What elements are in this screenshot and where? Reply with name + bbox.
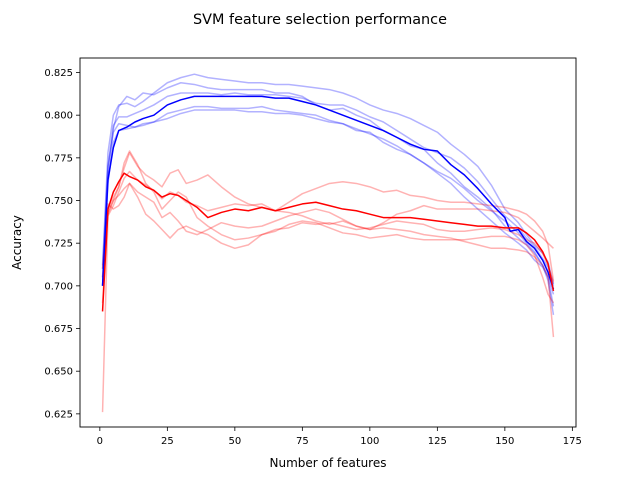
x-tick-label: 150 bbox=[495, 436, 514, 447]
y-tick-label: 0.700 bbox=[44, 281, 73, 292]
y-tick-label: 0.825 bbox=[44, 68, 73, 79]
series-line-1 bbox=[101, 105, 555, 315]
series-line-11 bbox=[101, 172, 555, 312]
series-line-6 bbox=[101, 151, 555, 286]
series-line-2 bbox=[101, 73, 555, 285]
x-tick-label: 175 bbox=[563, 436, 582, 447]
x-tick-label: 50 bbox=[228, 436, 241, 447]
x-tick-label: 75 bbox=[296, 436, 309, 447]
y-axis-ticks: 0.625 0.650 0.675 0.700 0.725 0.750 0.775 0.800… bbox=[44, 68, 80, 420]
chart-title: SVM feature selection performance bbox=[193, 12, 447, 28]
series-line-4 bbox=[101, 92, 555, 287]
series-line-10 bbox=[101, 95, 555, 290]
series-line-9 bbox=[101, 182, 555, 283]
x-tick-label: 125 bbox=[428, 436, 447, 447]
y-tick-label: 0.625 bbox=[44, 409, 73, 420]
x-tick-label: 100 bbox=[360, 436, 379, 447]
series-line-7 bbox=[101, 182, 554, 269]
y-tick-label: 0.725 bbox=[44, 239, 73, 250]
x-axis-label: Number of features bbox=[270, 456, 387, 470]
y-tick-label: 0.800 bbox=[44, 111, 73, 122]
series-line-5 bbox=[101, 170, 555, 413]
x-axis-ticks: 0 25 50 75 100 125 150 175 bbox=[97, 427, 582, 447]
y-tick-label: 0.750 bbox=[44, 196, 73, 207]
y-tick-label: 0.775 bbox=[44, 153, 73, 164]
x-tick-label: 25 bbox=[161, 436, 174, 447]
plot-frame bbox=[79, 57, 577, 428]
series-line-8 bbox=[101, 150, 555, 304]
x-tick-label: 0 bbox=[97, 436, 103, 447]
y-axis-label: Accuracy bbox=[10, 215, 24, 270]
y-tick-label: 0.650 bbox=[44, 367, 73, 378]
plot-lines bbox=[101, 73, 555, 413]
y-tick-label: 0.675 bbox=[44, 324, 73, 335]
